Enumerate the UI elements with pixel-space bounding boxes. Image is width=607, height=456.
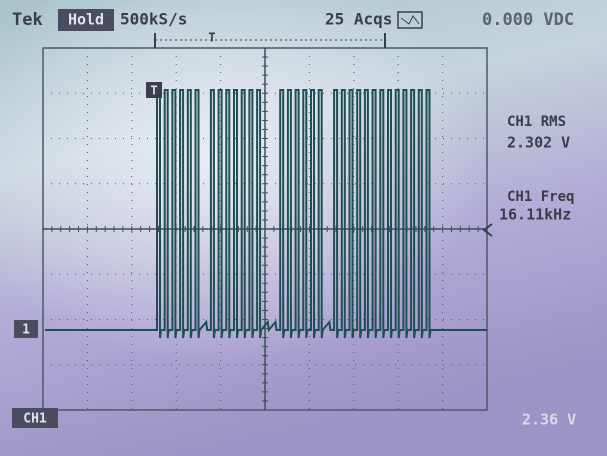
acq-icon xyxy=(397,11,423,29)
acquisitions: 25 Acqs xyxy=(325,10,392,29)
waveform xyxy=(45,89,487,339)
footer-channel: CH1 xyxy=(23,412,47,427)
readout: 0.000 VDC xyxy=(482,10,574,30)
trigger-position: T xyxy=(208,31,215,45)
trigger-marker-box xyxy=(146,82,162,98)
channel-box xyxy=(12,408,58,428)
measure-label: CH1 Freq xyxy=(507,189,574,205)
measure-value: 2.302 V xyxy=(507,134,570,152)
footer-scale: 2.36 V xyxy=(522,411,576,429)
sample-rate: 500kS/s xyxy=(120,10,187,29)
trigger-marker: T xyxy=(150,84,157,98)
hold-box xyxy=(58,9,114,31)
channel-marker-box xyxy=(14,320,38,338)
mode: Hold xyxy=(68,11,104,29)
acq-icon-wave xyxy=(400,15,420,25)
trigger-level-arrow xyxy=(482,223,493,237)
brand: Tek xyxy=(12,10,43,30)
channel-marker: 1 xyxy=(22,323,30,338)
measure-label: CH1 RMS xyxy=(507,114,566,130)
measure-value: 16.11kHz xyxy=(499,206,571,224)
